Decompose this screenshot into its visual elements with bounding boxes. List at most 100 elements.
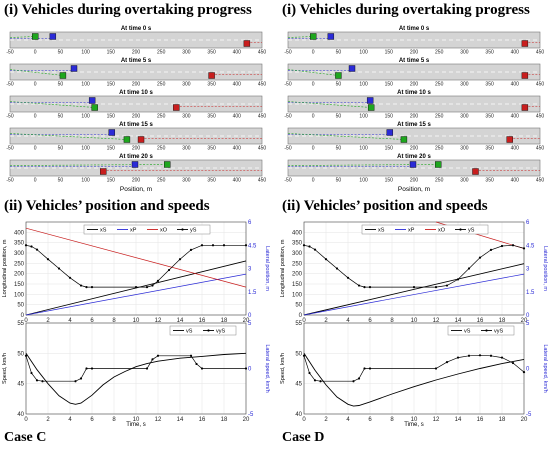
series-yS-point bbox=[200, 244, 204, 247]
x-tick-label: 400 bbox=[511, 146, 520, 152]
y2-tick-label: -5 bbox=[248, 412, 254, 418]
x-tick-label: 0 bbox=[24, 417, 28, 423]
overtaking-frames-chart: At time 0 s -50 0 50 100 150 200 250 300 350 400 45… bbox=[6, 26, 267, 193]
x-tick-label: 50 bbox=[58, 178, 64, 184]
x-tick-label: 150 bbox=[385, 82, 394, 88]
case-label: Case C bbox=[4, 430, 47, 445]
plot-frame bbox=[303, 221, 525, 316]
x-tick-label: 200 bbox=[132, 178, 141, 184]
x-tick-label: 50 bbox=[336, 82, 342, 88]
x-tick-label: 2 bbox=[46, 417, 50, 423]
series-vyS-point bbox=[478, 354, 482, 357]
x-tick-label: 400 bbox=[233, 178, 242, 184]
series-vyS-point bbox=[200, 367, 204, 370]
x-tick-label: 450 bbox=[536, 146, 545, 152]
x-tick-label: 350 bbox=[485, 50, 494, 56]
preceding-vehicle bbox=[409, 161, 417, 168]
x-tick-label: 0 bbox=[34, 82, 37, 88]
x-tick-label: 200 bbox=[410, 178, 419, 184]
x-tick-label: 0 bbox=[34, 178, 37, 184]
x-tick-label: 10 bbox=[411, 318, 418, 324]
y2-tick-label: 3 bbox=[248, 267, 252, 273]
series-vyS-point bbox=[357, 377, 361, 380]
x-tick-label: 350 bbox=[207, 178, 216, 184]
x-tick-label: 350 bbox=[207, 146, 216, 152]
oncoming-vehicle bbox=[243, 40, 251, 47]
subject-vehicle bbox=[32, 33, 39, 40]
series-vyS-point bbox=[145, 367, 149, 370]
x-tick-label: 4 bbox=[346, 318, 350, 324]
oncoming-vehicle bbox=[506, 136, 513, 143]
oncoming-vehicle bbox=[521, 104, 529, 111]
series-yS-point bbox=[412, 286, 416, 289]
y-axis-label: Longitudinal position, m bbox=[2, 239, 8, 297]
x-tick-label: 50 bbox=[58, 146, 64, 152]
series-yS-point bbox=[35, 248, 39, 251]
plot-frame bbox=[25, 221, 247, 316]
series-vS-line bbox=[303, 353, 525, 407]
x-tick-label: 100 bbox=[81, 50, 90, 56]
series-vyS-point bbox=[24, 354, 28, 357]
frame-title: At time 20 s bbox=[119, 154, 153, 160]
legend-marker bbox=[181, 228, 184, 231]
top-heading: (i) Vehicles during overtaking progress bbox=[282, 2, 530, 18]
series-yS-point bbox=[178, 258, 182, 261]
x-tick-label: 0 bbox=[312, 178, 315, 184]
y2-tick-label: 4.5 bbox=[248, 243, 257, 249]
frame-title: At time 0 s bbox=[399, 26, 430, 32]
series-vyS-point bbox=[368, 367, 372, 370]
y-tick-label: 200 bbox=[14, 272, 25, 278]
series-yS-point bbox=[467, 267, 471, 270]
mid-heading: (ii) Vehicles’ position and speeds bbox=[282, 198, 488, 214]
legend-label: xS bbox=[378, 228, 385, 234]
x-tick-label: 4 bbox=[68, 318, 72, 324]
oncoming-vehicle bbox=[137, 136, 145, 143]
x-tick-label: 50 bbox=[336, 50, 342, 56]
series-yS-point bbox=[489, 248, 493, 251]
series-yS-line bbox=[25, 244, 246, 288]
x-tick-label: 16 bbox=[477, 417, 484, 423]
x-tick-label: 100 bbox=[81, 82, 90, 88]
subject-vehicle bbox=[434, 161, 442, 168]
series-yS-point bbox=[324, 258, 328, 261]
subject-vehicle bbox=[123, 136, 131, 143]
y2-tick-label: 4.5 bbox=[526, 243, 535, 249]
x-tick-label: 2 bbox=[46, 318, 50, 324]
series-yS-point bbox=[189, 248, 193, 251]
x-axis-label: Position, m bbox=[398, 186, 430, 193]
y2-tick-label: 5 bbox=[248, 321, 252, 327]
x-tick-label: 12 bbox=[155, 318, 162, 324]
x-tick-label: 100 bbox=[81, 178, 90, 184]
green-trail bbox=[9, 164, 168, 166]
series-yS-point bbox=[445, 284, 449, 287]
x-tick-label: 0 bbox=[302, 417, 306, 423]
x-tick-label: 18 bbox=[499, 318, 506, 324]
case-label: Case D bbox=[282, 430, 325, 445]
series-vyS-point bbox=[363, 367, 366, 370]
x-tick-label: 18 bbox=[221, 417, 228, 423]
preceding-vehicle bbox=[366, 97, 374, 104]
y-tick-label: 40 bbox=[295, 412, 302, 418]
plot-frame bbox=[303, 322, 525, 415]
oncoming-vehicle bbox=[208, 72, 215, 79]
x-tick-label: 300 bbox=[460, 114, 469, 120]
frame-0: At time 0 s -50 0 50 100 150 200 250 300 350 400 45… bbox=[284, 26, 544, 56]
frame-2: At time 10 s -50 0 50 100 150 200 250 300 350 400 4… bbox=[6, 90, 266, 120]
x-tick-label: 450 bbox=[258, 146, 267, 152]
mid-heading: (ii) Vehicles’ position and speeds bbox=[4, 198, 210, 214]
y-tick-label: 45 bbox=[17, 382, 24, 388]
x-tick-label: 450 bbox=[258, 178, 267, 184]
x-tick-label: 150 bbox=[385, 178, 394, 184]
x-tick-label: 0 bbox=[312, 146, 315, 152]
y-tick-label: 100 bbox=[14, 292, 25, 298]
frame-title: At time 0 s bbox=[121, 26, 152, 32]
y2-tick-label: 6 bbox=[526, 220, 530, 226]
frame-title: At time 5 s bbox=[121, 58, 152, 64]
x-tick-label: 250 bbox=[157, 178, 166, 184]
x-tick-label: 300 bbox=[182, 114, 191, 120]
preceding-vehicle bbox=[88, 97, 96, 104]
subject-vehicle bbox=[400, 136, 408, 143]
series-yS-point bbox=[211, 244, 215, 247]
y2-tick-label: -5 bbox=[526, 412, 532, 418]
